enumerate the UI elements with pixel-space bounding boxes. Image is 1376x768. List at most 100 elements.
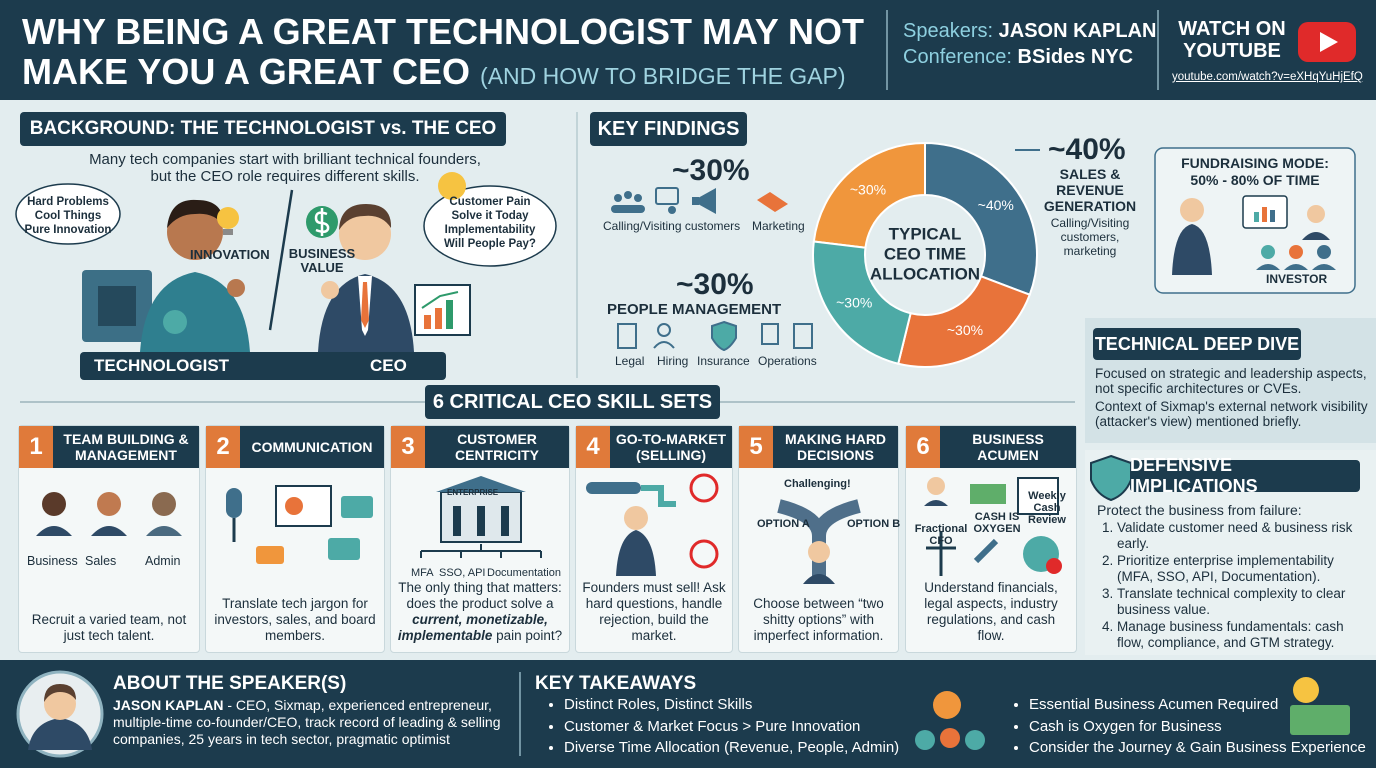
- item-label: Insurance: [697, 354, 750, 368]
- card-number: 5: [739, 426, 773, 468]
- technologist-illustration-part: [163, 310, 187, 334]
- card-illustration-part: [970, 484, 1006, 504]
- takeaway-icons-part: [915, 730, 935, 750]
- watch-line: YOUTUBE: [1183, 40, 1281, 62]
- pct: ~40%: [1048, 133, 1126, 166]
- people-title: PEOPLE MANAGEMENT: [607, 301, 782, 318]
- technologist-illustration-part: [167, 204, 223, 260]
- speaker-avatar-part: [44, 684, 76, 702]
- card-illustration-part: [477, 506, 485, 536]
- card-illustration-part: [689, 473, 719, 503]
- fundraising-illustration-part: [1307, 205, 1325, 223]
- ceo-illustration-part: [321, 281, 339, 299]
- bio: JASON KAPLAN - CEO, Sixmap, experienced …: [113, 697, 513, 748]
- paragraph: Context of Sixmap's external network vis…: [1095, 399, 1368, 429]
- technologist-illustration: [15, 183, 250, 352]
- ceo-illustration-part: [424, 315, 431, 329]
- bubble-line: Solve it Today: [451, 210, 529, 222]
- pct: ~30%: [676, 268, 754, 301]
- outreach-icons-part: [655, 187, 679, 205]
- list-item: Diverse Time Allocation (Revenue, People…: [564, 737, 899, 759]
- outreach-icons-part: [634, 194, 642, 202]
- card-illustration-part: [803, 574, 835, 584]
- card-label: SSO, API: [439, 567, 486, 579]
- donut-segment: [924, 141, 1038, 297]
- text: Founders must sell! Ask hard questions, …: [582, 580, 726, 643]
- fundraising-illustration-part: [1172, 224, 1212, 275]
- watch-label: WATCH ON YOUTUBE: [1172, 18, 1292, 62]
- list-item: Consider the Journey & Gain Business Exp…: [1029, 737, 1366, 759]
- list-item: Customer & Market Focus > Pure Innovatio…: [564, 716, 899, 738]
- card-illustration-part: [146, 526, 182, 536]
- card-illustration: [226, 485, 373, 564]
- intro-line: but the CEO role requires different skil…: [150, 168, 420, 185]
- business-value-label: BUSINESS VALUE: [282, 247, 362, 275]
- label: Conference:: [903, 46, 1012, 68]
- card-label: MFA: [411, 567, 434, 579]
- speaker-avatar-part: [28, 718, 92, 750]
- list: Validate customer need & business risk e…: [1097, 520, 1372, 650]
- card-illustration-part: [586, 482, 641, 494]
- item-label: Hiring: [657, 354, 689, 368]
- skill-card: 5 MAKING HARD DECISIONS Challenging! OPTION…: [738, 425, 900, 653]
- card-illustration-part: [91, 526, 127, 536]
- takeaways-left: Distinct Roles, Distinct Skills Customer…: [548, 694, 899, 759]
- card-label: Fractional CFO: [914, 523, 968, 547]
- sales-title: SALES & REVENUE GENERATION: [1030, 166, 1150, 214]
- item-label: Marketing: [752, 219, 805, 233]
- card-illustration-part: [1046, 558, 1062, 574]
- card-title: BUSINESS ACUMEN: [940, 426, 1076, 468]
- desc-line: customers,: [1060, 230, 1120, 244]
- list-item: Essential Business Acumen Required: [1029, 694, 1366, 716]
- technologist-illustration-part: [15, 183, 121, 245]
- role-bar: [80, 352, 446, 380]
- list-item: Distinct Roles, Distinct Skills: [564, 694, 899, 716]
- bubble-line: Will People Pay?: [444, 238, 536, 250]
- ceo-illustration-part: [361, 282, 369, 328]
- fundraising-illustration-part: [1289, 245, 1303, 259]
- segment-label: ~40%: [978, 197, 1014, 213]
- list-item: Prioritize enterprise implementability (…: [1117, 553, 1372, 584]
- card-illustration-part: [285, 497, 303, 515]
- item-label: Calling/Visiting customers: [603, 219, 741, 233]
- card-label: CASH IS OXYGEN: [973, 511, 1021, 535]
- section-title: BACKGROUND: THE TECHNOLOGIST vs. THE CEO: [20, 112, 506, 146]
- investor-label: INVESTOR: [1266, 272, 1328, 286]
- card-illustration-part: [328, 538, 360, 560]
- card-illustration-part: [689, 539, 719, 569]
- youtube-url[interactable]: youtube.com/watch?v=eXHqYuHjEfQ: [1172, 71, 1363, 83]
- card-illustration-part: [420, 544, 542, 558]
- card-title: COMMUNICATION: [240, 426, 384, 468]
- intro: Protect the business from failure:: [1097, 502, 1302, 518]
- segment-label: ~30%: [850, 181, 886, 197]
- takeaways-title: KEY TAKEAWAYS: [535, 673, 697, 694]
- label-line: VALUE: [300, 260, 344, 275]
- emphasis: current, monetizable, implementable: [397, 612, 548, 643]
- ceo-illustration: [306, 172, 557, 352]
- footer-bg: [0, 660, 1376, 768]
- card-number: 4: [576, 426, 610, 468]
- bubble-line: Pure Innovation: [24, 224, 112, 236]
- card-illustration-part: [812, 499, 861, 576]
- title-line: GENERATION: [1043, 198, 1137, 214]
- bubble-line: Cool Things: [34, 210, 102, 222]
- role-label: TECHNOLOGIST: [94, 356, 230, 375]
- card-label: ENTERPRISE: [447, 488, 499, 497]
- paragraph: Focused on strategic and leadership aspe…: [1095, 366, 1367, 396]
- title-line: REVENUE: [1056, 182, 1124, 198]
- list-item: Manage business fundamentals: cash flow,…: [1117, 619, 1372, 650]
- bubble-line: Hard Problems: [27, 196, 109, 208]
- skill-card: 3 CUSTOMER CENTRICITY ENTERPRISE MFA SSO, AP…: [390, 425, 570, 653]
- segment-label: ~30%: [947, 322, 983, 338]
- technologist-illustration-part: [98, 286, 136, 326]
- youtube-icon: [1298, 22, 1356, 62]
- role-label: CEO: [370, 356, 407, 375]
- card-label: Sales: [85, 554, 117, 568]
- card-number: 2: [206, 426, 240, 468]
- donut-center: [867, 197, 983, 313]
- outreach-icons-part: [614, 194, 622, 202]
- outreach-icons-part: [611, 205, 645, 213]
- list: Essential Business Acumen Required Cash …: [1013, 694, 1366, 759]
